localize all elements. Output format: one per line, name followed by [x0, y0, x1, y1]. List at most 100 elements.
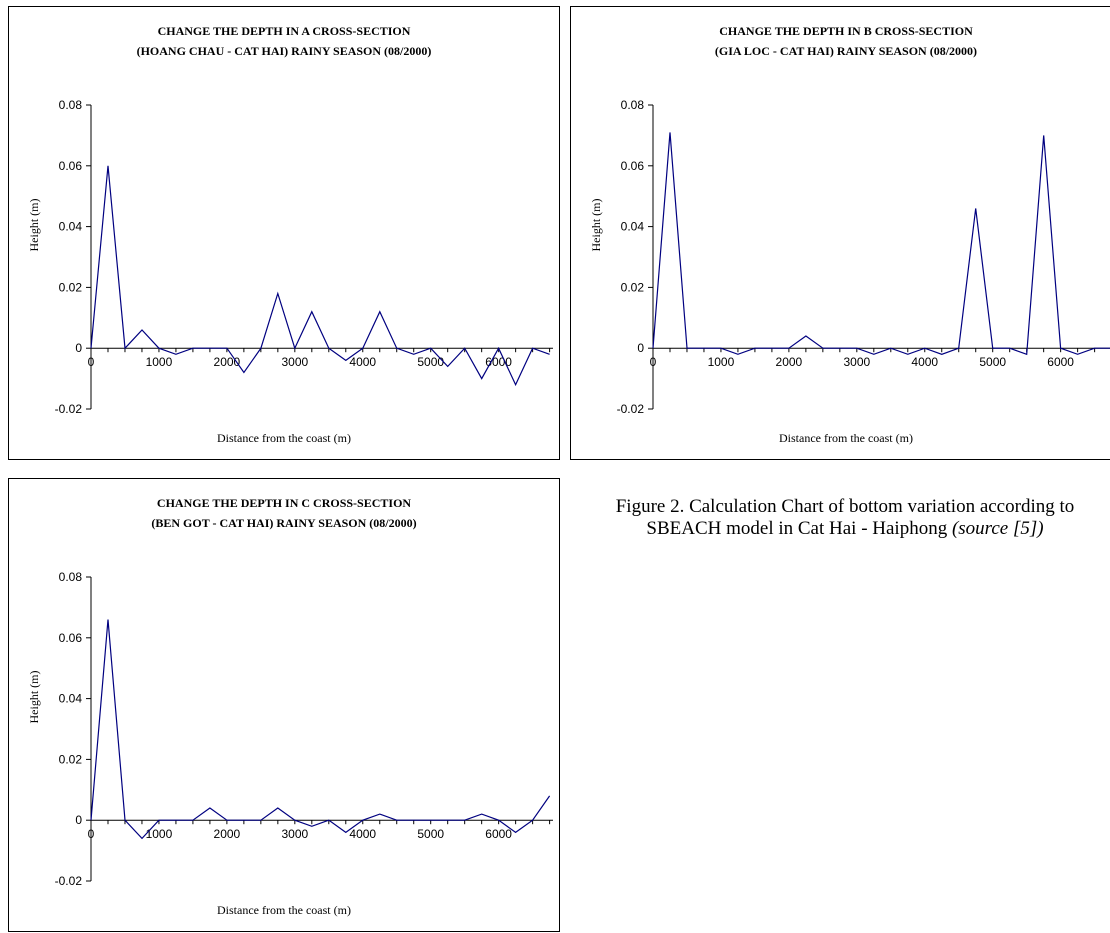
- data-point: [413, 819, 415, 821]
- data-point: [362, 819, 364, 821]
- y-tick-label: -0.02: [55, 874, 83, 888]
- series-line: [652, 132, 1110, 356]
- data-point: [175, 819, 177, 821]
- x-tick-label: 2000: [214, 827, 241, 841]
- data-point: [481, 813, 483, 815]
- x-tick-label: 4000: [911, 355, 938, 369]
- data-point: [260, 819, 262, 821]
- chart-plot: -0.02 0 0.02 0.04 0.06 0.08 0 1000 2000 3000 4000 5…: [55, 570, 553, 888]
- data-point: [124, 819, 126, 821]
- data-point: [532, 347, 534, 349]
- figure-caption-text: Figure 2. Calculation Chart of bottom va…: [615, 496, 1075, 539]
- x-tick-label: 5000: [979, 355, 1006, 369]
- data-point: [1094, 347, 1096, 349]
- x-tick-label: 6000: [485, 355, 512, 369]
- y-tick-label: 0.04: [59, 220, 83, 234]
- data-point: [703, 347, 705, 349]
- x-tick-label: 5000: [417, 355, 444, 369]
- y-tick-label: 0: [75, 813, 82, 827]
- y-tick-label: -0.02: [55, 402, 83, 416]
- data-point: [362, 347, 364, 349]
- data-point: [277, 807, 279, 809]
- data-point: [447, 365, 449, 367]
- data-point: [873, 353, 875, 355]
- data-point: [328, 347, 330, 349]
- data-point: [379, 311, 381, 313]
- data-point: [209, 347, 211, 349]
- chart-title: CHANGE THE DEPTH IN C CROSS-SECTION (BEN…: [9, 493, 559, 533]
- data-point: [124, 347, 126, 349]
- data-point: [549, 353, 551, 355]
- data-point: [532, 819, 534, 821]
- x-tick-label: 1000: [146, 355, 173, 369]
- chart-title-line1: CHANGE THE DEPTH IN C CROSS-SECTION: [156, 496, 412, 510]
- data-point: [243, 819, 245, 821]
- y-tick-label: 0.08: [621, 98, 645, 112]
- data-point: [907, 353, 909, 355]
- series-line: [90, 619, 551, 840]
- data-point: [822, 347, 824, 349]
- chart-title-line1: CHANGE THE DEPTH IN B CROSS-SECTION: [719, 24, 973, 38]
- data-point: [498, 819, 500, 821]
- data-point: [975, 207, 977, 209]
- data-point: [1060, 347, 1062, 349]
- data-point: [328, 819, 330, 821]
- data-point: [464, 819, 466, 821]
- data-point: [311, 825, 313, 827]
- series-line: [90, 165, 550, 387]
- data-point: [107, 619, 109, 621]
- data-point: [856, 347, 858, 349]
- y-tick-label: 0.06: [621, 159, 645, 173]
- chart-title-line2: (HOANG CHAU - CAT HAI) RAINY SEASON (08/…: [136, 44, 432, 58]
- data-point: [447, 819, 449, 821]
- data-point: [90, 819, 92, 821]
- data-point: [1026, 353, 1028, 355]
- data-point: [107, 165, 109, 167]
- data-point: [549, 795, 551, 797]
- data-point: [737, 353, 739, 355]
- y-tick-label: 0: [637, 341, 644, 355]
- data-point: [141, 837, 143, 839]
- x-tick-label: 4000: [349, 827, 376, 841]
- data-point: [498, 347, 500, 349]
- data-point: [226, 819, 228, 821]
- data-point: [413, 353, 415, 355]
- data-point: [379, 813, 381, 815]
- chart-title-line2: (BEN GOT - CAT HAI) RAINY SEASON (08/200…: [151, 516, 417, 530]
- x-tick-label: 3000: [281, 827, 308, 841]
- data-point: [209, 807, 211, 809]
- x-tick-label: 3000: [281, 355, 308, 369]
- data-point: [226, 347, 228, 349]
- chart-title-line2: (GIA LOC - CAT HAI) RAINY SEASON (08/200…: [714, 44, 978, 58]
- x-axis-label: Distance from the coast (m): [217, 431, 351, 445]
- x-axis-label: Distance from the coast (m): [217, 903, 351, 917]
- data-point: [720, 347, 722, 349]
- y-tick-label: 0.06: [59, 159, 83, 173]
- data-point: [90, 347, 92, 349]
- y-tick-label: -0.02: [617, 402, 645, 416]
- data-point: [958, 347, 960, 349]
- x-tick-label: 5000: [417, 827, 444, 841]
- data-point: [141, 329, 143, 331]
- data-point: [788, 347, 790, 349]
- y-tick-label: 0.08: [59, 570, 83, 584]
- data-point: [1009, 347, 1011, 349]
- chart-title: CHANGE THE DEPTH IN B CROSS-SECTION (GIA…: [571, 21, 1110, 61]
- chart-plot: -0.02 0 0.02 0.04 0.06 0.08 0 1000 2000 3000 4000 5…: [617, 98, 1110, 416]
- data-point: [430, 819, 432, 821]
- data-point: [669, 131, 671, 133]
- data-point: [515, 831, 517, 833]
- y-tick-label: 0.02: [621, 280, 645, 294]
- data-point: [652, 347, 654, 349]
- data-point: [686, 347, 688, 349]
- data-point: [464, 347, 466, 349]
- data-point: [192, 819, 194, 821]
- chart-panel-b: CHANGE THE DEPTH IN B CROSS-SECTION (GIA…: [570, 6, 1110, 460]
- data-point: [277, 292, 279, 294]
- chart-panel-a: CHANGE THE DEPTH IN A CROSS-SECTION (HOA…: [8, 6, 560, 460]
- data-point: [243, 372, 245, 374]
- y-tick-label: 0.04: [59, 692, 83, 706]
- x-tick-label: 6000: [1047, 355, 1074, 369]
- data-point: [805, 335, 807, 337]
- data-point: [890, 347, 892, 349]
